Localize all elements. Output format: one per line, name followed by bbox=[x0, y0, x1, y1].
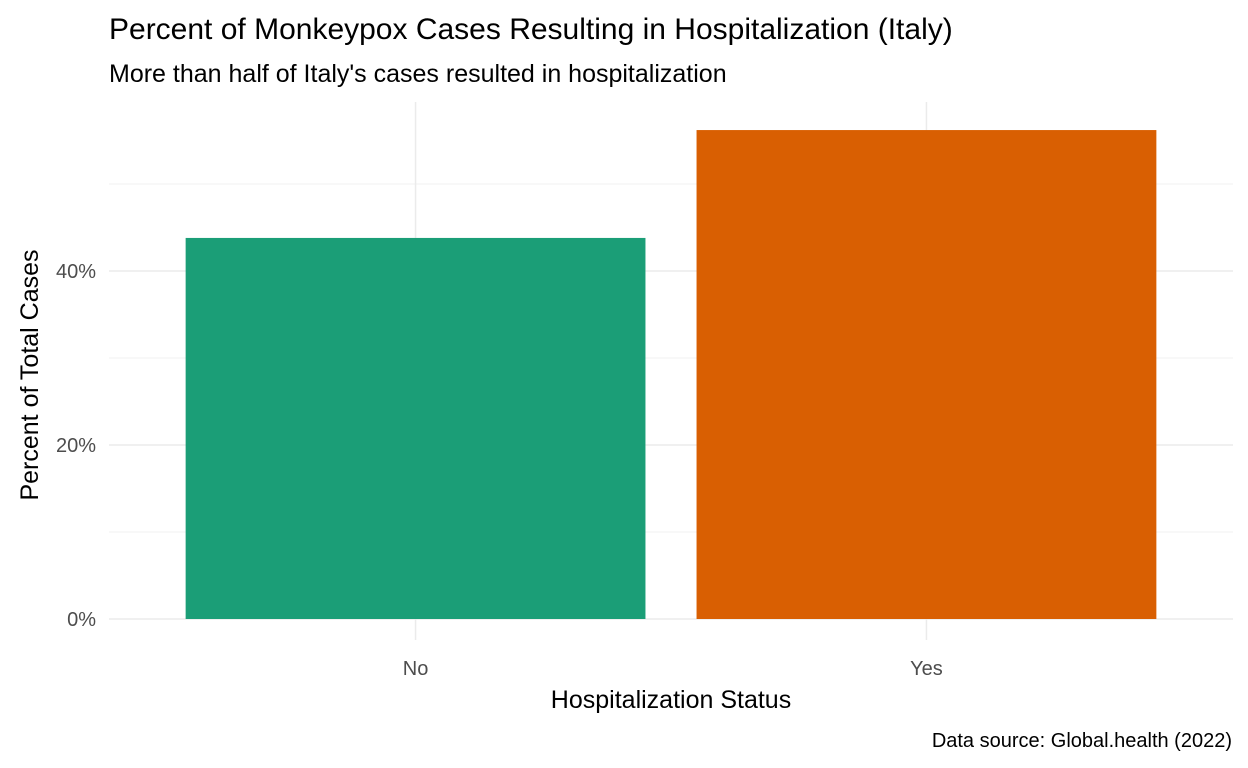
x-axis-label: Hospitalization Status bbox=[550, 686, 792, 714]
x-tick-label: No bbox=[403, 658, 429, 680]
x-tick-label: Yes bbox=[910, 658, 943, 680]
bar-no bbox=[185, 237, 646, 619]
y-tick-label: 40% bbox=[56, 261, 96, 283]
chart-subtitle: More than half of Italy's cases resulted… bbox=[109, 60, 727, 88]
y-tick-label: 20% bbox=[56, 435, 96, 457]
bar-yes bbox=[696, 130, 1157, 619]
y-axis-ticks: 0% 20% 40% bbox=[56, 261, 96, 631]
x-axis-ticks: No Yes bbox=[403, 658, 943, 680]
y-tick-label: 0% bbox=[67, 609, 96, 631]
data-source-caption: Data source: Global.health (2022) bbox=[931, 730, 1232, 752]
chart-title: Percent of Monkeypox Cases Resulting in … bbox=[109, 13, 953, 46]
bars bbox=[185, 130, 1157, 619]
y-axis-label-text: Percent of Total Cases bbox=[16, 249, 44, 501]
